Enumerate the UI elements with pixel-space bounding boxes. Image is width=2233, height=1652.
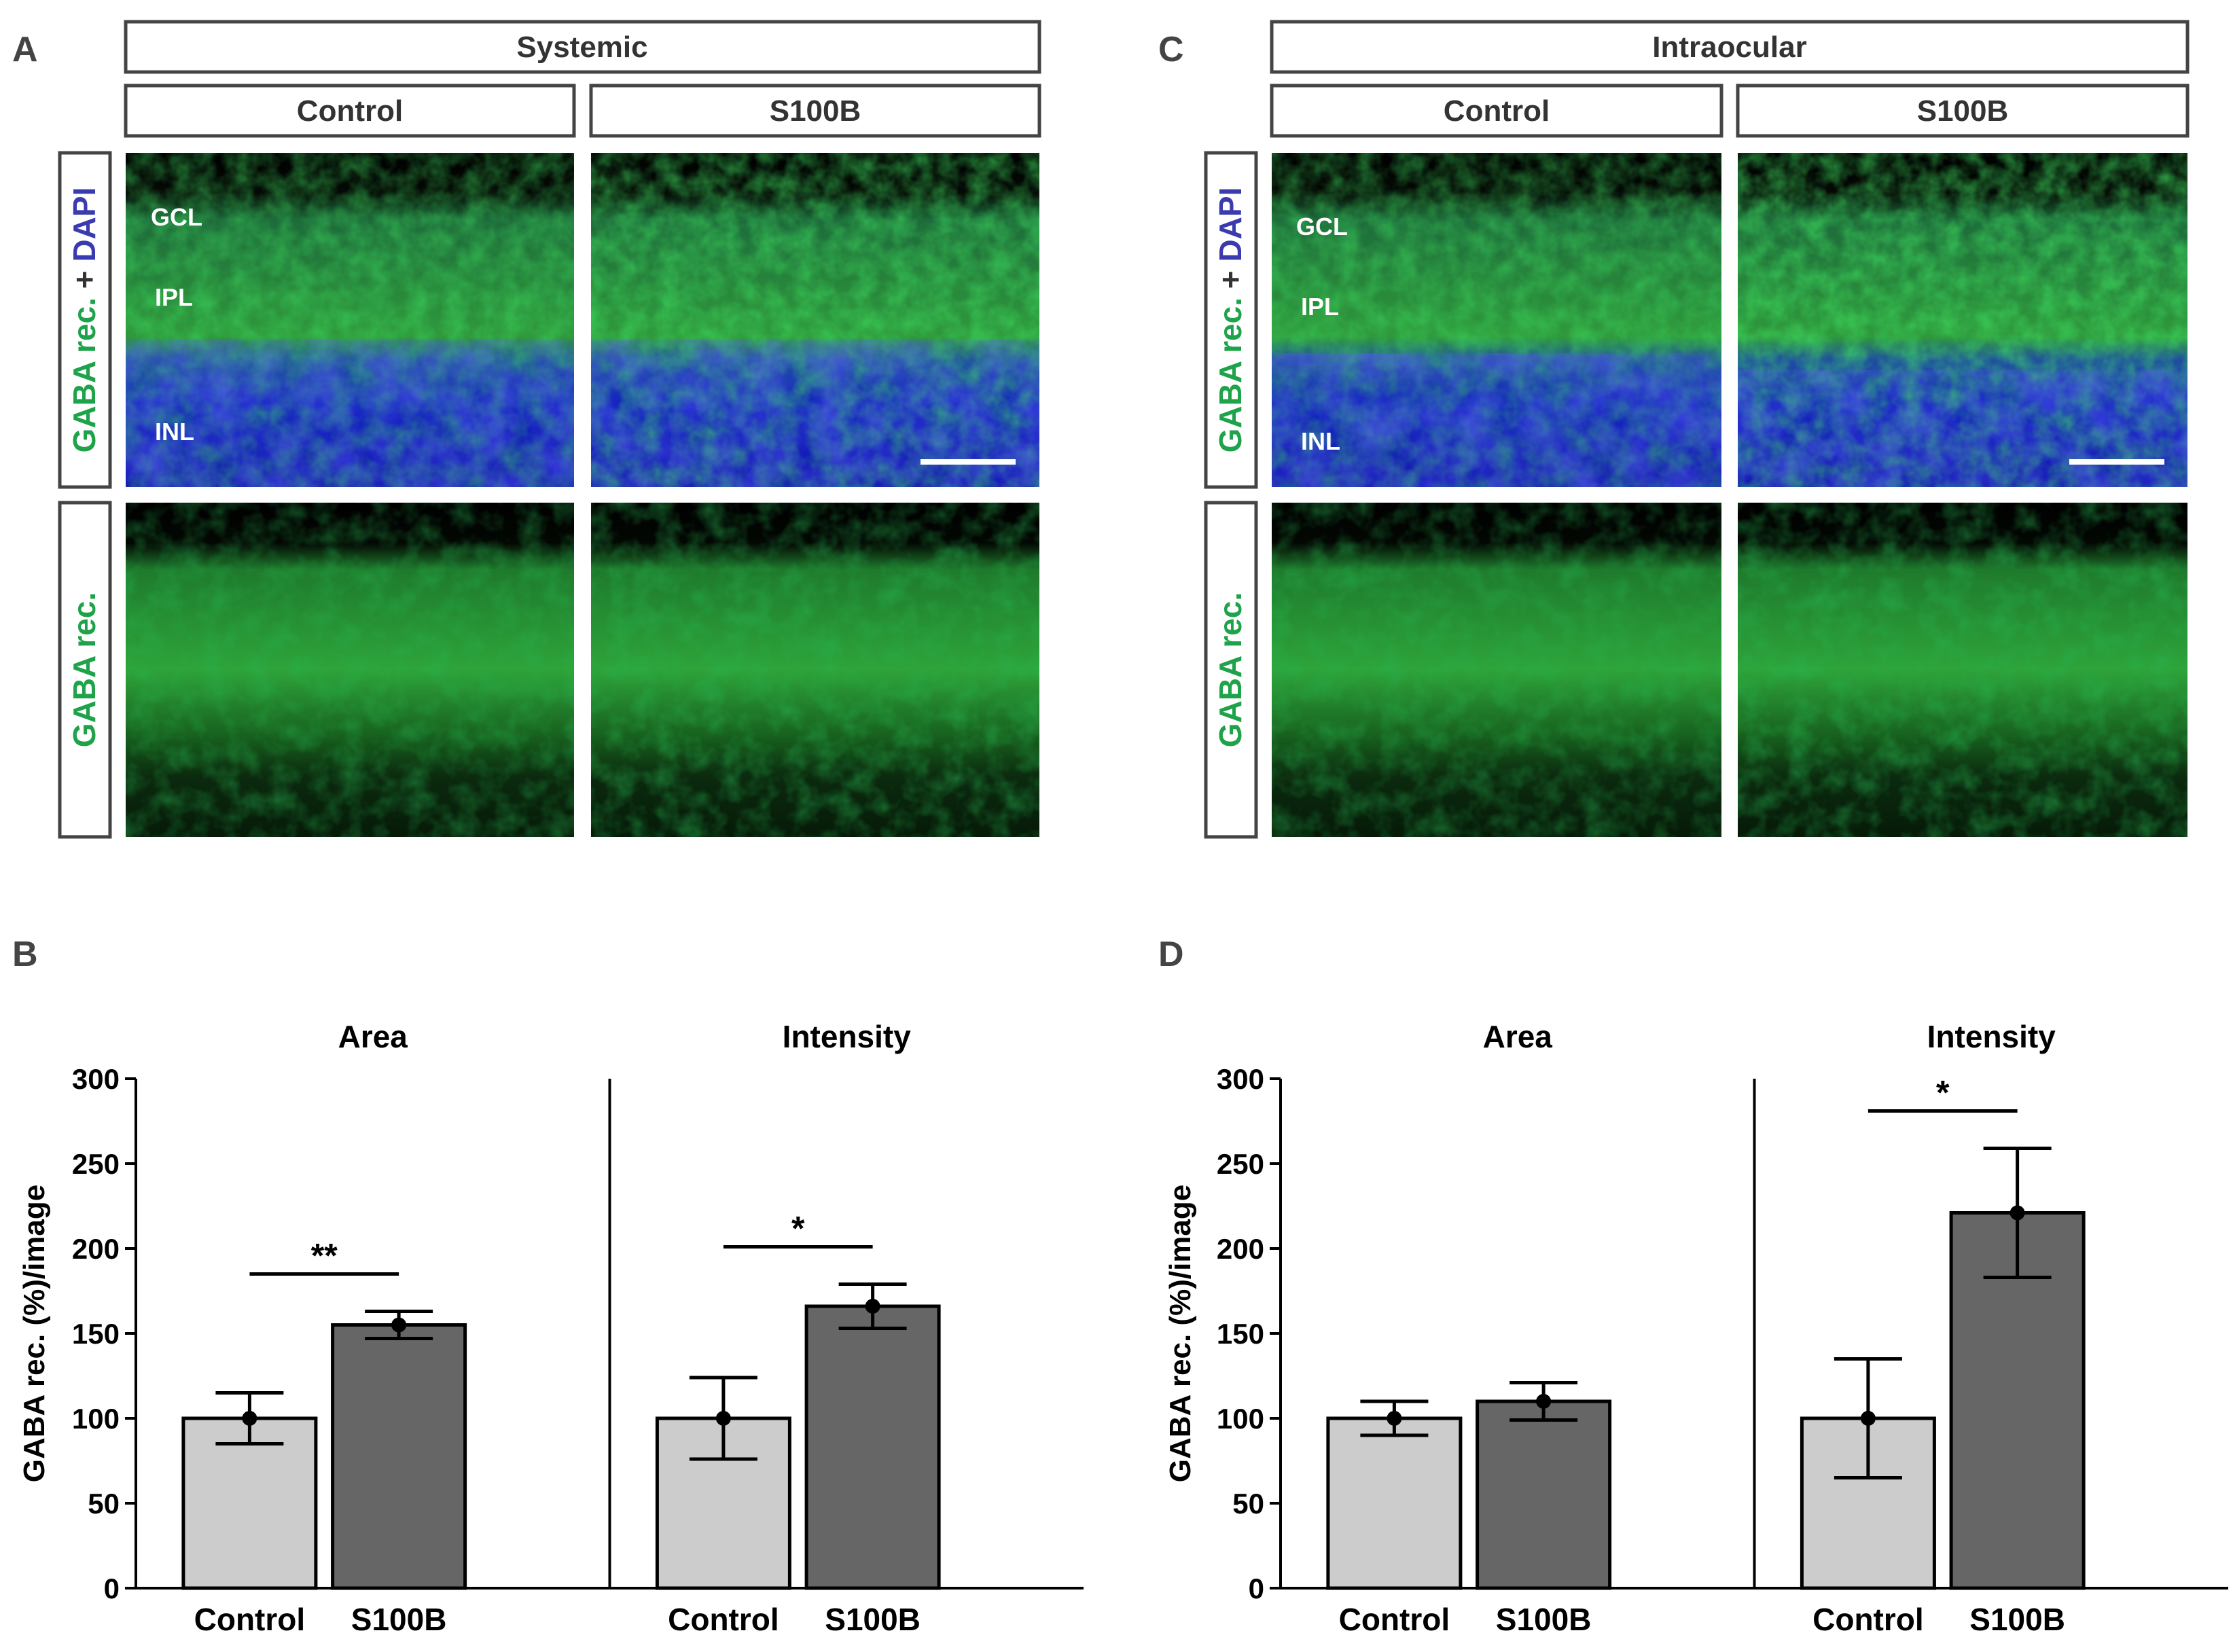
y-tick-label-b-200: 200 [72,1233,120,1265]
mean-point-b-area-control [242,1411,257,1426]
y-tick-label-b-250: 250 [72,1148,120,1180]
row-label-merge-blue: DAPI [67,187,102,262]
significance-label-d-intensity: * [1936,1074,1950,1112]
mean-point-b-area-s100b [391,1317,407,1333]
y-tick-label-d-0: 0 [1249,1573,1264,1604]
x-tick-label-d-area-s100b: S100B [1496,1602,1592,1637]
group-title-b-intensity: Intensity [783,1019,912,1054]
condition-label-intraocular: Intraocular [1652,31,1806,64]
column-label-s100b: S100B [770,94,861,128]
x-tick-label-d-intensity-control: Control [1812,1602,1924,1637]
row-label-merge-green-c: GABA rec. [1213,298,1248,452]
column-box-s100b-c [1736,84,2190,138]
column-label-control-c: Control [1444,94,1550,128]
y-axis-label-d: GABA rec. (%)/image [1164,1185,1197,1482]
column-label-control: Control [297,94,403,128]
y-tick-label-d-50: 50 [1232,1488,1264,1520]
group-title-d-intensity: Intensity [1927,1019,2056,1054]
group-title-d-area: Area [1483,1019,1553,1054]
column-box-control-c [1270,84,1723,138]
scale-bar-a [921,459,1016,465]
row-box-merge-c [1204,151,1258,489]
micrograph-a-control-single [126,503,574,837]
row-label-merge: GABA rec. + DAPI [67,187,102,453]
y-tick-label-d-250: 250 [1217,1148,1264,1180]
bar-b-intensity-control [655,1416,791,1590]
layer-label-gcl-c: GCL [1296,213,1348,240]
column-box-control [124,84,576,138]
row-label-merge-plus-c: + [1213,262,1248,298]
bar-b-intensity-s100b [804,1304,941,1590]
condition-box-systemic [124,20,1041,74]
condition-box-intraocular [1270,20,2190,74]
mean-point-d-intensity-control [1860,1411,1876,1426]
chart-b: 0 50 100 150 200 250 300 GABA rec. (%)/image Are… [18,1019,1084,1637]
layer-label-inl-a: INL [155,418,194,446]
mean-point-b-intensity-control [715,1411,731,1426]
micrograph-c-control-single [1272,503,1721,837]
column-label-s100b-c: S100B [1917,94,2009,128]
scale-bar-c [2069,459,2164,465]
layer-label-ipl-c: IPL [1301,293,1339,321]
bar-d-area-s100b [1476,1399,1612,1590]
x-tick-label-b-area-control: Control [194,1602,306,1637]
mean-point-b-intensity-s100b [865,1299,880,1314]
mean-point-d-area-control [1387,1411,1402,1426]
y-tick-label-b-0: 0 [104,1573,120,1604]
row-label-single-c: GABA rec. [1213,592,1248,747]
condition-label-systemic: Systemic [516,31,647,64]
bar-b-area-s100b [331,1323,467,1590]
micrograph-a-s100b-merge [591,153,1039,487]
mean-point-d-area-s100b [1536,1394,1552,1409]
panel-letter-a: A [12,30,38,69]
micrograph-c-s100b-merge [1738,153,2187,487]
micrograph-a-control-merge [126,153,574,487]
x-tick-label-d-area-control: Control [1339,1602,1450,1637]
significance-label-b-intensity: * [791,1210,805,1248]
row-label-merge-plus: + [67,262,102,298]
x-tick-label-b-intensity-s100b: S100B [825,1602,921,1637]
y-tick-label-d-100: 100 [1217,1403,1264,1435]
row-box-single [58,501,112,839]
micrograph-a-s100b-single [591,503,1039,837]
row-label-merge-blue-c: DAPI [1213,187,1248,262]
panel-c: C Intraocular Control S100B GABA rec. + … [1158,20,2190,839]
row-box-merge [58,151,112,489]
micrograph-c-s100b-single [1738,503,2187,837]
x-tick-label-b-intensity-control: Control [668,1602,779,1637]
bar-d-area-control [1326,1416,1463,1590]
panel-letter-c: C [1158,30,1184,69]
panel-letter-b: B [12,935,38,974]
chart-d: 0 50 100 150 200 250 300 GABA rec. (%)/image Are… [1164,1019,2228,1637]
row-box-single-c [1204,501,1258,839]
row-label-single: GABA rec. [67,592,102,747]
x-tick-label-b-area-s100b: S100B [351,1602,447,1637]
x-tick-label-d-intensity-s100b: S100B [1969,1602,2065,1637]
layer-label-gcl-a: GCL [151,203,202,231]
micrograph-c-control-merge [1272,153,1721,487]
y-axis-label-b: GABA rec. (%)/image [18,1185,51,1482]
column-box-s100b [589,84,1041,138]
mean-point-d-intensity-s100b [2009,1205,2025,1221]
y-tick-label-b-300: 300 [72,1063,120,1095]
panel-a: A Systemic Control S100B GABA rec. + DAP… [12,20,1041,839]
row-label-merge-green: GABA rec. [67,298,102,452]
y-tick-label-b-150: 150 [72,1318,120,1350]
panel-letter-d: D [1158,935,1184,974]
significance-label-b-area: ** [311,1237,338,1275]
layer-label-inl-c: INL [1301,427,1340,455]
y-tick-label-d-300: 300 [1217,1063,1264,1095]
y-tick-label-d-200: 200 [1217,1233,1264,1265]
layer-label-ipl-a: IPL [155,283,193,311]
y-tick-label-d-150: 150 [1217,1318,1264,1350]
group-title-b-area: Area [338,1019,408,1054]
y-tick-label-b-100: 100 [72,1403,120,1435]
y-tick-label-b-50: 50 [88,1488,120,1520]
row-label-merge-c: GABA rec. + DAPI [1213,187,1248,453]
